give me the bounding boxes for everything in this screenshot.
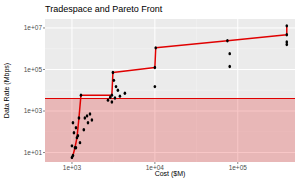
design-point bbox=[124, 92, 127, 95]
design-point bbox=[75, 126, 78, 129]
design-point bbox=[113, 79, 116, 82]
tick bbox=[43, 111, 45, 112]
design-point bbox=[71, 156, 74, 159]
pareto-front-line bbox=[73, 26, 287, 156]
design-point bbox=[119, 94, 122, 97]
title: Tradespace and Pareto Front bbox=[45, 4, 163, 14]
design-point bbox=[86, 114, 89, 117]
design-point bbox=[107, 98, 110, 101]
design-point bbox=[80, 93, 83, 96]
design-point bbox=[77, 134, 80, 137]
plot-area bbox=[45, 24, 295, 162]
design-point bbox=[154, 66, 157, 69]
design-point bbox=[89, 112, 92, 115]
x-tick-label: 1e+03 bbox=[63, 164, 82, 171]
design-point bbox=[87, 121, 90, 124]
design-point bbox=[83, 128, 86, 131]
y-axis-title: Data Rate (Mbps) bbox=[3, 63, 11, 118]
chart: 1e+031e+041e+051e+011e+031e+051e+07Trade… bbox=[0, 0, 300, 178]
design-point bbox=[91, 118, 94, 121]
design-point bbox=[109, 96, 112, 99]
design-point bbox=[78, 116, 81, 119]
design-point bbox=[73, 131, 76, 134]
minor-grid bbox=[45, 90, 295, 91]
plot-background bbox=[45, 19, 295, 162]
threshold-line bbox=[45, 98, 295, 99]
minor-grid bbox=[45, 48, 295, 49]
y-tick-label: 1e+03 bbox=[24, 107, 43, 114]
design-point bbox=[71, 144, 74, 147]
x-tick-label: 1e+05 bbox=[229, 164, 248, 171]
design-point bbox=[228, 65, 231, 68]
design-point bbox=[228, 52, 231, 55]
grid-line bbox=[45, 27, 295, 28]
design-point bbox=[226, 39, 229, 42]
design-point bbox=[111, 100, 114, 103]
y-tick-label: 1e+05 bbox=[24, 66, 43, 73]
design-point bbox=[84, 116, 87, 119]
design-point bbox=[115, 85, 118, 88]
shaded-region bbox=[45, 99, 295, 162]
design-point bbox=[117, 89, 120, 92]
design-point bbox=[72, 121, 75, 124]
design-point bbox=[114, 96, 117, 99]
design-point bbox=[75, 146, 78, 149]
y-tick-label: 1e+07 bbox=[24, 24, 43, 31]
x-axis-title: Cost ($M) bbox=[155, 170, 186, 178]
design-point bbox=[285, 33, 288, 36]
design-point bbox=[285, 24, 288, 27]
design-point bbox=[154, 46, 157, 49]
y-tick-label: 1e+01 bbox=[24, 149, 43, 156]
design-point bbox=[112, 71, 115, 74]
tick bbox=[43, 152, 45, 153]
design-point bbox=[79, 141, 82, 144]
tick bbox=[43, 69, 45, 70]
design-point bbox=[154, 85, 157, 88]
grid-line bbox=[45, 69, 295, 70]
design-point bbox=[285, 43, 288, 46]
tick bbox=[43, 27, 45, 28]
